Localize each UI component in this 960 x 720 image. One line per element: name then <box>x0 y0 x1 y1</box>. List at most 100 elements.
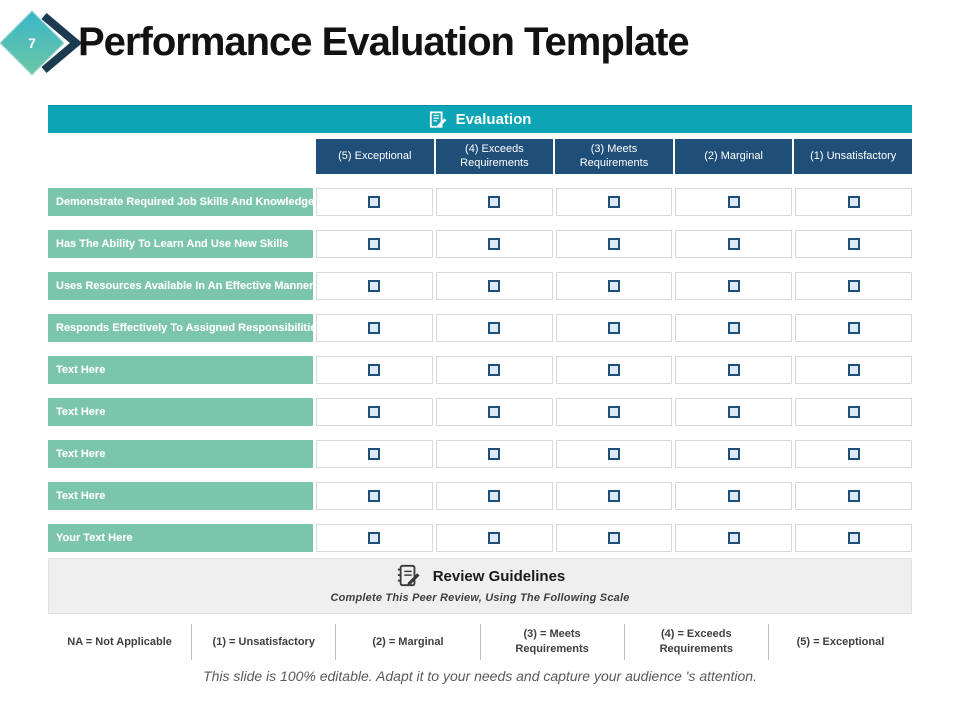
rating-checkbox[interactable] <box>607 490 620 502</box>
rating-checkbox[interactable] <box>847 406 860 418</box>
rating-checkbox[interactable] <box>847 322 860 334</box>
rating-cell <box>435 524 553 552</box>
rating-checkbox[interactable] <box>607 238 620 250</box>
rating-checkbox[interactable] <box>368 490 381 502</box>
rating-checkbox[interactable] <box>727 448 740 460</box>
rating-checkbox[interactable] <box>847 364 860 376</box>
rating-cell <box>316 356 433 384</box>
table-row: Has The Ability To Learn And Use New Ski… <box>48 230 912 258</box>
rating-checkbox[interactable] <box>607 448 620 460</box>
column-header-meets: (3) Meets Requirements <box>555 139 673 174</box>
rating-checkbox[interactable] <box>488 364 501 376</box>
evaluation-table: Evaluation (5) Exceptional (4) Exceeds R… <box>48 105 912 666</box>
chevron-right-icon <box>41 12 83 74</box>
rating-checkbox[interactable] <box>727 364 740 376</box>
rating-checkbox[interactable] <box>488 280 501 292</box>
rating-checkbox[interactable] <box>727 532 740 544</box>
row-label[interactable]: Responds Effectively To Assigned Respons… <box>48 314 313 342</box>
rating-checkbox[interactable] <box>368 532 381 544</box>
row-label[interactable]: Uses Resources Available In An Effective… <box>48 272 313 300</box>
rating-checkbox[interactable] <box>488 322 501 334</box>
rating-checkbox[interactable] <box>847 532 860 544</box>
rating-checkbox[interactable] <box>607 364 620 376</box>
rating-checkbox[interactable] <box>727 490 740 502</box>
rating-checkbox[interactable] <box>488 406 501 418</box>
rating-checkbox[interactable] <box>727 238 740 250</box>
rating-cell <box>316 440 433 468</box>
row-label[interactable]: Text Here <box>48 356 313 384</box>
rating-checkbox[interactable] <box>847 196 860 208</box>
rating-scale-legend: NA = Not Applicable (1) = Unsatisfactory… <box>48 618 912 666</box>
document-pencil-icon <box>429 110 446 128</box>
rating-checkbox[interactable] <box>368 364 381 376</box>
rating-cell <box>555 356 673 384</box>
rating-cell <box>316 398 433 426</box>
rating-checkbox[interactable] <box>368 196 381 208</box>
slide-number: 7 <box>28 35 36 51</box>
evaluation-header-bar: Evaluation <box>48 105 912 133</box>
rating-checkbox[interactable] <box>607 196 620 208</box>
rating-cell <box>675 356 793 384</box>
rating-checkbox[interactable] <box>607 406 620 418</box>
page-title: Performance Evaluation Template <box>78 20 690 64</box>
notepad-pencil-icon <box>397 564 420 587</box>
rating-cell <box>555 440 673 468</box>
rating-checkbox[interactable] <box>847 448 860 460</box>
rating-cell <box>675 188 793 216</box>
rating-cell <box>435 272 553 300</box>
rating-checkbox[interactable] <box>368 448 381 460</box>
rating-checkbox[interactable] <box>607 280 620 292</box>
rating-cell <box>316 188 433 216</box>
row-label[interactable]: Demonstrate Required Job Skills And Know… <box>48 188 313 216</box>
row-label[interactable]: Has The Ability To Learn And Use New Ski… <box>48 230 313 258</box>
table-row: Text Here <box>48 440 912 468</box>
rating-checkbox[interactable] <box>488 532 501 544</box>
rating-checkbox[interactable] <box>368 280 381 292</box>
rating-checkbox[interactable] <box>488 196 501 208</box>
table-row: Responds Effectively To Assigned Respons… <box>48 314 912 342</box>
rating-checkbox[interactable] <box>607 322 620 334</box>
rating-cell <box>316 524 433 552</box>
rating-checkbox[interactable] <box>727 406 740 418</box>
rating-checkbox[interactable] <box>368 322 381 334</box>
rating-cell <box>795 188 912 216</box>
rating-cell <box>675 314 793 342</box>
legend-item-4: (4) = Exceeds Requirements <box>623 624 768 660</box>
legend-item-na: NA = Not Applicable <box>67 635 172 648</box>
rating-cell <box>795 356 912 384</box>
rating-cell <box>795 230 912 258</box>
rating-checkbox[interactable] <box>727 322 740 334</box>
legend-item-5: (5) = Exceptional <box>767 624 912 660</box>
column-header-marginal: (2) Marginal <box>674 139 793 174</box>
rating-cell <box>435 398 553 426</box>
row-label[interactable]: Text Here <box>48 482 313 510</box>
rating-checkbox[interactable] <box>847 490 860 502</box>
row-label[interactable]: Your Text Here <box>48 524 313 552</box>
rating-cell <box>435 314 553 342</box>
rating-cell <box>555 272 673 300</box>
table-row: Text Here <box>48 482 912 510</box>
rating-checkbox[interactable] <box>488 238 501 250</box>
rating-cell <box>435 356 553 384</box>
rating-cell <box>435 230 553 258</box>
rating-checkbox[interactable] <box>488 490 501 502</box>
rating-checkbox[interactable] <box>368 238 381 250</box>
rating-cell <box>555 230 673 258</box>
rating-cell <box>795 272 912 300</box>
column-header-row: (5) Exceptional (4) Exceeds Requirements… <box>48 139 912 174</box>
rating-checkbox[interactable] <box>727 196 740 208</box>
rating-checkbox[interactable] <box>727 280 740 292</box>
editable-note: This slide is 100% editable. Adapt it to… <box>203 668 757 684</box>
rating-cell <box>795 398 912 426</box>
table-row: Your Text Here <box>48 524 912 552</box>
rating-cell <box>675 272 793 300</box>
rating-checkbox[interactable] <box>847 238 860 250</box>
rating-checkbox[interactable] <box>368 406 381 418</box>
rating-checkbox[interactable] <box>488 448 501 460</box>
row-label[interactable]: Text Here <box>48 398 313 426</box>
row-label[interactable]: Text Here <box>48 440 313 468</box>
rating-checkbox[interactable] <box>607 532 620 544</box>
rating-checkbox[interactable] <box>847 280 860 292</box>
rating-cell <box>795 524 912 552</box>
